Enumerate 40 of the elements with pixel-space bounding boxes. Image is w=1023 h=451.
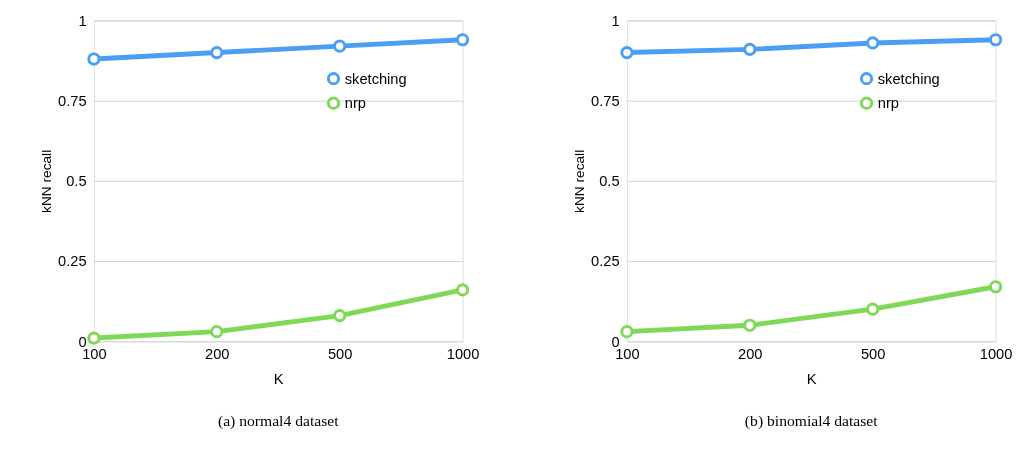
x-axis-title: K (806, 370, 817, 387)
y-tick-label: 0.25 (58, 253, 87, 270)
legend-label: nrp (877, 95, 899, 112)
point (456, 283, 470, 297)
point (620, 45, 634, 60)
legend-label: sketching (344, 70, 407, 87)
y-axis-title: kNN recall (572, 149, 588, 213)
x-tick-label: 200 (205, 346, 230, 363)
point (989, 280, 1003, 294)
x-tick-label: 200 (738, 346, 763, 363)
point (866, 302, 880, 316)
y-tick-label: 1 (611, 12, 620, 29)
point (743, 42, 757, 56)
point (620, 325, 634, 339)
legend-label: sketching (877, 70, 940, 87)
y-tick-label: 0.75 (58, 93, 87, 110)
legend-label: nrp (344, 95, 366, 112)
point (87, 52, 101, 66)
y-tick-label: 0.5 (66, 173, 87, 190)
x-tick-label: 1000 (446, 346, 480, 363)
x-tick-label: 500 (327, 346, 353, 363)
x-tick-label: 1000 (979, 346, 1013, 363)
y-axis-title: kNN recall (39, 149, 55, 213)
x-axis-title: K (273, 370, 284, 387)
text: (b) binomial4 dataset (744, 412, 879, 431)
point (866, 36, 880, 50)
y-tick-label: 0.75 (591, 93, 620, 110)
point (743, 318, 757, 332)
point (210, 45, 224, 60)
y-tick-label: 1 (78, 12, 87, 29)
point (333, 39, 347, 53)
text: (a) normal4 dataset (217, 412, 340, 431)
y-tick-label: 0.5 (599, 173, 620, 190)
point (210, 325, 224, 339)
point (989, 33, 1003, 47)
x-tick-label: 500 (860, 346, 886, 363)
point (333, 309, 347, 323)
point (87, 331, 101, 345)
point (456, 33, 470, 47)
y-tick-label: 0.25 (591, 253, 620, 270)
